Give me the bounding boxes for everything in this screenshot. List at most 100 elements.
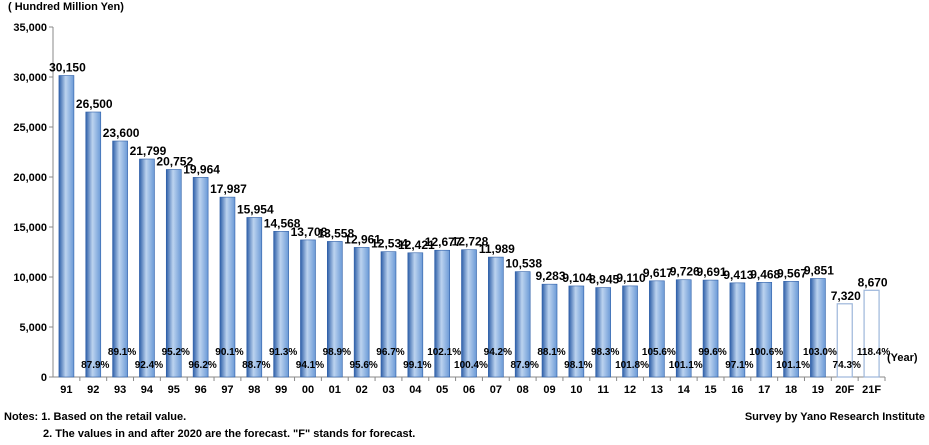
growth-label: 100.6% [749,347,783,358]
x-tick-label: 04 [409,384,422,396]
bar [514,271,531,378]
forecast-bar [863,289,880,378]
note-line-2: 2. The values in and after 2020 are the … [43,428,416,440]
x-axis-unit-label: (Year) [887,352,918,364]
value-label: 20,752 [156,154,193,168]
x-tick-label: 16 [731,384,743,396]
y-axis-unit-label: ( Hundred Million Yen) [8,1,124,13]
value-label: 9,104 [562,271,592,285]
x-tick-label: 15 [704,384,716,396]
source-credit: Survey by Yano Research Institute [744,411,925,423]
bar [112,140,128,378]
bar [541,283,558,378]
value-label: 9,468 [750,267,780,281]
growth-label: 91.3% [269,347,297,358]
value-label: 17,987 [210,182,247,196]
y-tick-label: 5,000 [19,322,47,334]
value-label: 9,110 [616,271,646,285]
value-label: 9,567 [777,266,807,280]
bar [729,282,746,378]
x-tick-label: 00 [302,384,314,396]
value-label: 9,851 [804,263,834,277]
growth-label: 101.1% [776,360,810,371]
x-tick-label: 03 [382,384,394,396]
x-tick-label: 07 [490,384,502,396]
labels-layer: 0 5,000 10,000 15,000 20,000 25,000 30,000 35,0… [13,22,890,396]
growth-label: 98.3% [591,347,619,358]
value-label: 12,421 [398,238,435,252]
bar [300,239,316,378]
growth-label: 96.7% [376,347,404,358]
value-label: 9,413 [723,268,753,282]
value-label: 11,989 [479,242,515,256]
x-tick-label: 01 [329,384,341,396]
growth-label: 99.1% [403,360,431,371]
growth-label: 105.6% [642,347,676,358]
growth-label: 87.9% [81,360,109,371]
value-label: 12,534 [371,237,408,251]
value-label: 9,283 [536,269,566,283]
growth-label: 89.1% [108,347,136,358]
growth-label: 94.2% [484,347,512,358]
growth-label: 88.7% [242,360,270,371]
growth-label: 103.0% [803,347,837,358]
x-tick-label: 17 [758,384,770,396]
bar [165,169,182,378]
x-tick-label: 98 [248,384,260,396]
y-tick-label: 25,000 [13,122,47,134]
growth-label: 99.6% [698,347,726,358]
value-label: 10,538 [505,257,542,271]
x-tick-label: 13 [651,384,663,396]
bar [595,287,611,378]
growth-label: 88.1% [537,347,565,358]
growth-label: 98.9% [323,347,351,358]
value-label: 15,954 [237,202,274,216]
value-label: 13,708 [291,225,328,239]
value-label: 21,799 [130,144,167,158]
x-tick-label: 94 [141,384,154,396]
bar [58,75,75,378]
y-tick-label: 35,000 [13,22,47,34]
bar [783,281,799,378]
bar [649,280,665,378]
y-tick-label: 15,000 [13,222,47,234]
bar [192,177,209,378]
bar [702,279,719,378]
value-label: 9,726 [670,265,700,279]
value-label: 9,617 [643,266,673,280]
bar [434,249,450,378]
growth-label: 94.1% [296,360,324,371]
growth-label: 92.4% [135,360,163,371]
x-tick-label: 02 [356,384,368,396]
value-label: 8,670 [858,275,888,289]
forecast-bar [836,303,853,378]
x-tick-label: 14 [678,384,691,396]
value-label: 30,150 [49,61,86,75]
bar [246,217,263,378]
x-tick-label: 11 [597,384,609,396]
growth-label: 118.4% [857,347,890,358]
bar [139,158,155,378]
bar [85,111,102,378]
bar [407,252,424,378]
growth-label: 90.1% [215,347,243,358]
bar [675,279,692,378]
growth-label: 100.4% [454,360,488,371]
growth-label: 95.6% [349,360,377,371]
note-line-1: Notes: 1. Based on the retail value. [4,411,187,423]
x-tick-label: 09 [543,384,555,396]
y-tick-label: 0 [41,372,47,384]
x-tick-label: 20F [835,384,854,396]
bar [756,282,773,378]
x-tick-label: 05 [436,384,448,396]
growth-label: 97.1% [725,360,753,371]
x-tick-label: 10 [570,384,582,396]
bars-layer [58,75,880,378]
x-tick-label: 19 [812,384,824,396]
x-tick-label: 06 [463,384,475,396]
bar [273,231,289,378]
value-label: 26,500 [76,97,113,111]
growth-label: 74.3% [833,360,861,371]
x-tick-label: 91 [60,384,72,396]
